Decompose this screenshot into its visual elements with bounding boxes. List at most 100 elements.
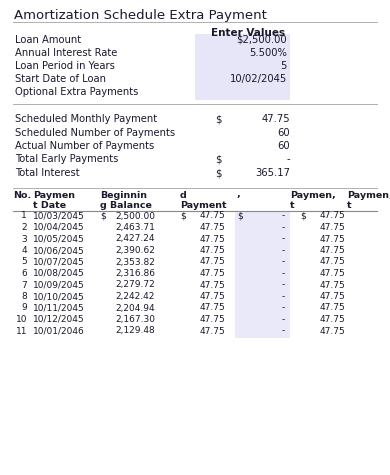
Text: 10/06/2045: 10/06/2045 (33, 246, 85, 255)
Text: Enter Values: Enter Values (211, 28, 285, 38)
Text: $: $ (215, 168, 222, 178)
Text: 47.75: 47.75 (319, 246, 345, 255)
Bar (235, 222, 290, 234)
Text: 9: 9 (21, 304, 27, 313)
Text: 47.75: 47.75 (199, 292, 225, 301)
Text: 10/01/2046: 10/01/2046 (33, 326, 85, 335)
Text: -: - (282, 257, 285, 266)
Text: $2,500.00: $2,500.00 (236, 35, 287, 45)
Bar (235, 326, 290, 338)
Text: Paymen
t Date: Paymen t Date (33, 190, 75, 210)
Text: 1: 1 (21, 211, 27, 220)
Text: -: - (282, 281, 285, 289)
Bar (235, 257, 290, 268)
Text: -: - (282, 223, 285, 232)
Text: 47.75: 47.75 (199, 326, 225, 335)
Text: 2,353.82: 2,353.82 (115, 257, 155, 266)
Text: $: $ (215, 154, 222, 164)
Text: Actual Number of Payments: Actual Number of Payments (15, 141, 154, 151)
Text: 2: 2 (21, 223, 27, 232)
Text: 10/03/2045: 10/03/2045 (33, 211, 85, 220)
Text: 47.75: 47.75 (199, 246, 225, 255)
Text: No.: No. (13, 190, 31, 200)
Text: 10/12/2045: 10/12/2045 (33, 315, 85, 324)
Text: -: - (282, 326, 285, 335)
Bar (235, 268, 290, 280)
Bar (235, 211, 290, 222)
Text: 10/07/2045: 10/07/2045 (33, 257, 85, 266)
Text: $: $ (180, 211, 186, 220)
Text: Loan Amount: Loan Amount (15, 35, 81, 45)
Bar (235, 280, 290, 292)
Text: 10/04/2045: 10/04/2045 (33, 223, 85, 232)
Text: Paymen,
t: Paymen, t (290, 190, 336, 210)
Text: Start Date of Loan: Start Date of Loan (15, 74, 106, 84)
Text: 47.75: 47.75 (319, 223, 345, 232)
Text: 2,279.72: 2,279.72 (115, 281, 155, 289)
Text: $: $ (237, 211, 243, 220)
Text: Total Interest: Total Interest (15, 168, 80, 178)
Text: 7: 7 (21, 281, 27, 289)
Text: 10/08/2045: 10/08/2045 (33, 269, 85, 278)
Text: 10/09/2045: 10/09/2045 (33, 281, 85, 289)
Text: 47.75: 47.75 (199, 223, 225, 232)
Text: $: $ (100, 211, 106, 220)
Text: 11: 11 (16, 326, 27, 335)
Text: 47.75: 47.75 (199, 281, 225, 289)
Text: -: - (282, 315, 285, 324)
Text: -: - (282, 246, 285, 255)
Text: 60: 60 (277, 141, 290, 151)
Text: d
Payment: d Payment (180, 190, 227, 210)
Text: 2,500.00: 2,500.00 (115, 211, 155, 220)
Bar (235, 314, 290, 326)
Text: 2,167.30: 2,167.30 (115, 315, 155, 324)
Text: -: - (282, 235, 285, 244)
Text: 47.75: 47.75 (319, 235, 345, 244)
Text: Loan Period in Years: Loan Period in Years (15, 61, 115, 71)
Text: 47.75: 47.75 (199, 315, 225, 324)
Text: 2,316.86: 2,316.86 (115, 269, 155, 278)
Bar (235, 234, 290, 246)
Text: -: - (286, 154, 290, 164)
Text: 2,129.48: 2,129.48 (115, 326, 155, 335)
Text: 4: 4 (21, 246, 27, 255)
Text: 5: 5 (21, 257, 27, 266)
Text: 47.75: 47.75 (319, 315, 345, 324)
Text: $: $ (300, 211, 306, 220)
Text: 6: 6 (21, 269, 27, 278)
Text: 2,390.62: 2,390.62 (115, 246, 155, 255)
Text: 47.75: 47.75 (319, 269, 345, 278)
Text: 8: 8 (21, 292, 27, 301)
Text: 10: 10 (16, 315, 27, 324)
Text: -: - (282, 304, 285, 313)
Bar (235, 292, 290, 303)
Text: 3: 3 (21, 235, 27, 244)
Text: 47.75: 47.75 (199, 269, 225, 278)
Text: Amortization Schedule Extra Payment: Amortization Schedule Extra Payment (14, 9, 267, 22)
Text: Scheduled Number of Payments: Scheduled Number of Payments (15, 127, 175, 137)
Text: 2,242.42: 2,242.42 (115, 292, 155, 301)
Text: Annual Interest Rate: Annual Interest Rate (15, 48, 117, 58)
Text: 10/11/2045: 10/11/2045 (33, 304, 85, 313)
Text: 47.75: 47.75 (199, 304, 225, 313)
Bar (195, 34, 290, 100)
Text: 10/05/2045: 10/05/2045 (33, 235, 85, 244)
Text: Optional Extra Payments: Optional Extra Payments (15, 87, 138, 97)
Bar (235, 303, 290, 314)
Text: -: - (282, 292, 285, 301)
Text: -: - (282, 211, 285, 220)
Text: $: $ (215, 114, 222, 124)
Text: 47.75: 47.75 (199, 211, 225, 220)
Text: 2,427.24: 2,427.24 (115, 235, 155, 244)
Text: 5.500%: 5.500% (249, 48, 287, 58)
Text: -: - (282, 269, 285, 278)
Text: 47.75: 47.75 (319, 304, 345, 313)
Text: 47.75: 47.75 (319, 257, 345, 266)
Text: 47.75: 47.75 (319, 326, 345, 335)
Text: 47.75: 47.75 (319, 211, 345, 220)
Text: 47.75: 47.75 (199, 235, 225, 244)
Text: 5: 5 (281, 61, 287, 71)
Text: 47.75: 47.75 (319, 292, 345, 301)
Bar (235, 246, 290, 257)
Text: 60: 60 (277, 127, 290, 137)
